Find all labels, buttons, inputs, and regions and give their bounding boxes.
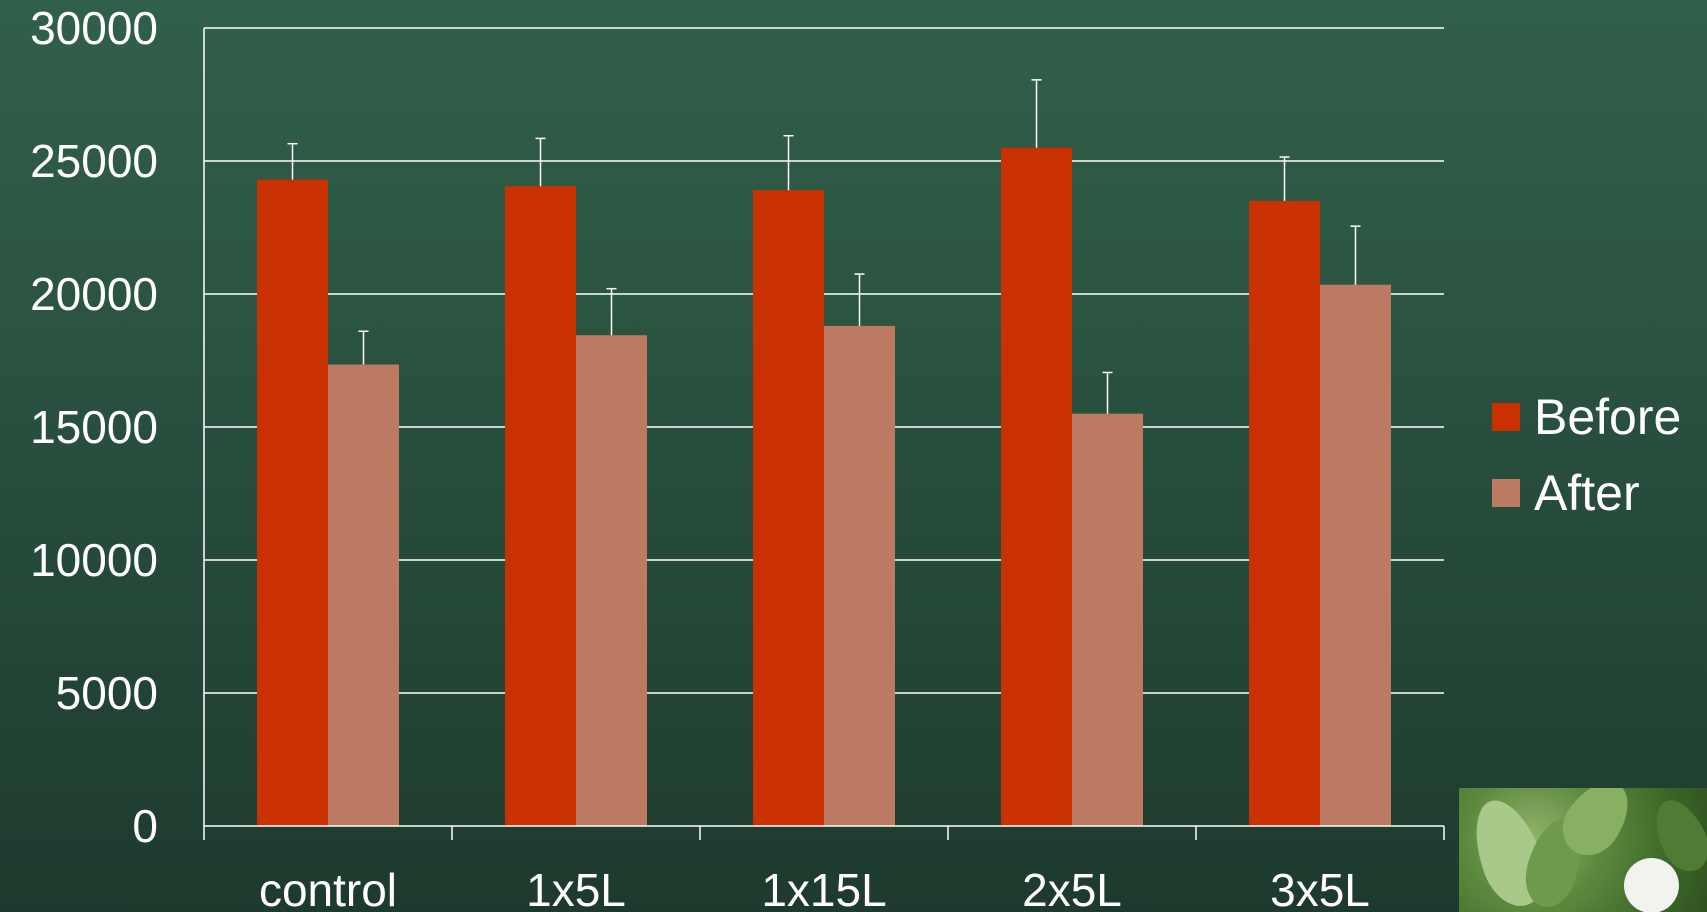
bar-after-3x5l: [1320, 284, 1391, 826]
legend-item-after: After: [1492, 468, 1681, 518]
bar-before-1x15l: [753, 190, 824, 826]
bars: [257, 147, 1391, 826]
bar-after-control: [328, 364, 399, 826]
bar-after-1x15l: [824, 325, 895, 826]
bar-before-1x5l: [505, 186, 576, 826]
x-tick-label: 1x5L: [526, 864, 626, 912]
legend-swatch-before: [1492, 403, 1520, 431]
error-bars: [287, 79, 1361, 414]
y-tick-label: 0: [132, 800, 158, 852]
legend-item-before: Before: [1492, 392, 1681, 442]
bar-after-2x5l: [1072, 413, 1143, 826]
y-tick-label: 15000: [30, 401, 158, 453]
axes: [203, 28, 1445, 840]
flower-shape: [1624, 858, 1679, 912]
y-tick-label: 25000: [30, 135, 158, 187]
bar-after-1x5l: [576, 335, 647, 826]
y-tick-label: 10000: [30, 534, 158, 586]
legend-swatch-after: [1492, 479, 1520, 507]
x-tick-label: 2x5L: [1022, 864, 1122, 912]
x-tick-labels: control 1x5L 1x15L 2x5L 3x5L: [259, 864, 1370, 912]
x-tick-label: 1x15L: [761, 864, 886, 912]
legend-label-before: Before: [1534, 389, 1682, 445]
bar-before-3x5l: [1249, 200, 1320, 826]
y-tick-label: 20000: [30, 268, 158, 320]
x-tick-label: 3x5L: [1270, 864, 1370, 912]
x-tick-label: control: [259, 864, 397, 912]
legend-label-after: After: [1534, 465, 1640, 521]
legend: Before After: [1492, 392, 1681, 518]
bar-before-control: [257, 179, 328, 826]
y-tick-labels: 0 5000 10000 15000 20000 25000 30000: [30, 2, 158, 852]
y-tick-label: 5000: [56, 667, 158, 719]
bar-before-2x5l: [1001, 147, 1072, 826]
plant-photo-icon: [1459, 788, 1707, 912]
y-tick-label: 30000: [30, 2, 158, 54]
